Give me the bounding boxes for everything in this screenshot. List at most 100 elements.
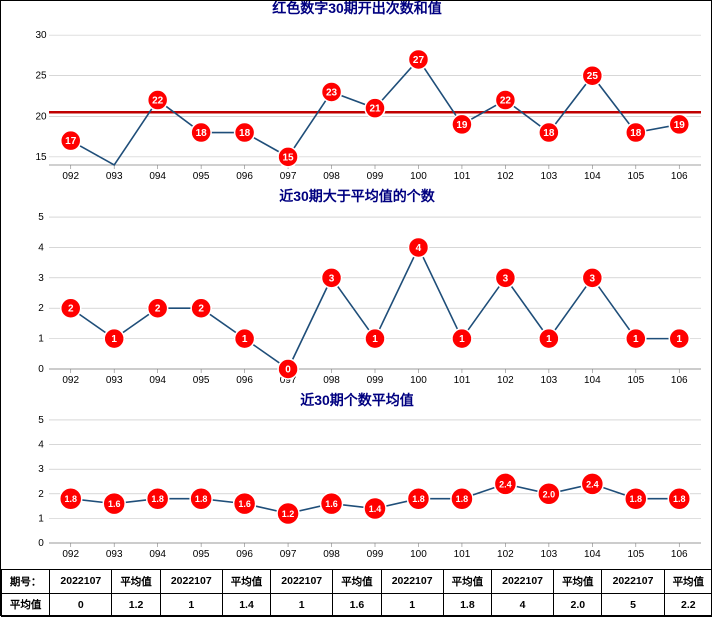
data-label: 22 [152, 96, 164, 107]
x-tick-label: 106 [671, 375, 688, 386]
y-tick-label: 1 [38, 334, 44, 345]
chart-title: 红色数字30期开出次数和值 [272, 1, 442, 16]
x-tick-label: 103 [541, 171, 558, 182]
table-cell: 5 [602, 593, 664, 617]
data-label: 25 [587, 71, 599, 82]
data-label: 1 [676, 334, 682, 345]
data-label: 1.8 [630, 494, 643, 504]
x-tick-label: 100 [410, 171, 427, 182]
data-label: 18 [196, 128, 208, 139]
x-tick-label: 101 [454, 171, 471, 182]
x-tick-label: 095 [193, 549, 210, 560]
data-label: 1.8 [673, 494, 686, 504]
data-label: 1.8 [456, 494, 469, 504]
x-tick-label: 095 [193, 171, 210, 182]
y-tick-label: 4 [38, 242, 44, 253]
table-cell: 1 [160, 593, 222, 617]
summary-table: 期号：2022107平均值2022107平均值2022107平均值2022107… [1, 569, 712, 617]
data-label: 1 [111, 334, 117, 345]
data-label: 19 [674, 120, 686, 131]
table-cell: 1 [381, 593, 443, 617]
table-cell: 1.4 [222, 593, 270, 617]
table-cell: 2022107 [492, 570, 554, 594]
y-tick-label: 30 [35, 30, 47, 41]
x-tick-label: 104 [584, 171, 601, 182]
data-label: 2 [155, 304, 161, 315]
charts-panel: 红色数字30期开出次数和值152025300920930940950960970… [1, 1, 712, 569]
x-tick-label: 093 [106, 549, 123, 560]
table-cell: 平均值 [333, 570, 381, 594]
data-label: 1.6 [108, 499, 121, 509]
data-label: 19 [456, 120, 468, 131]
data-label: 18 [543, 128, 555, 139]
x-tick-label: 095 [193, 375, 210, 386]
x-tick-label: 100 [410, 375, 427, 386]
x-tick-label: 101 [454, 549, 471, 560]
data-label: 1.8 [195, 494, 208, 504]
table-cell: 1 [271, 593, 333, 617]
data-label: 17 [65, 136, 77, 147]
x-tick-label: 098 [323, 171, 340, 182]
y-tick-label: 4 [38, 440, 44, 451]
table-cell: 2.0 [554, 593, 602, 617]
data-label: 3 [590, 273, 596, 284]
x-tick-label: 094 [149, 375, 166, 386]
data-label: 1 [633, 334, 639, 345]
data-label: 1.8 [151, 494, 164, 504]
y-tick-label: 3 [38, 464, 44, 475]
x-tick-label: 092 [62, 171, 79, 182]
x-tick-label: 096 [236, 375, 253, 386]
x-tick-label: 096 [236, 549, 253, 560]
table-cell: 平均值 [443, 570, 491, 594]
chart-title: 近30期大于平均值的个数 [279, 188, 436, 204]
table-cell: 4 [492, 593, 554, 617]
y-tick-label: 25 [35, 71, 47, 82]
y-tick-label: 2 [38, 489, 44, 500]
y-tick-label: 15 [35, 152, 47, 163]
data-label: 1.8 [64, 494, 77, 504]
x-tick-label: 106 [671, 549, 688, 560]
data-label: 2 [68, 304, 74, 315]
table-cell: 平均值 [664, 570, 712, 594]
data-label: 2.4 [586, 479, 599, 489]
y-tick-label: 1 [38, 513, 44, 524]
x-tick-label: 099 [367, 549, 384, 560]
data-label: 4 [416, 243, 422, 254]
x-tick-label: 097 [280, 171, 297, 182]
x-tick-label: 094 [149, 171, 166, 182]
row-header: 平均值 [2, 593, 50, 617]
data-label: 3 [329, 273, 335, 284]
data-label: 1.2 [282, 509, 295, 519]
table-cell: 平均值 [112, 570, 160, 594]
data-label: 22 [500, 96, 512, 107]
table-cell: 2022107 [271, 570, 333, 594]
y-tick-label: 20 [35, 111, 47, 122]
data-label: 2 [198, 304, 204, 315]
y-tick-label: 5 [38, 212, 44, 223]
x-tick-label: 093 [106, 375, 123, 386]
data-label: 21 [369, 104, 381, 115]
data-label: 23 [326, 87, 338, 98]
data-label: 15 [283, 152, 295, 163]
data-label: 3 [503, 273, 509, 284]
x-tick-label: 105 [627, 171, 644, 182]
x-tick-label: 104 [584, 549, 601, 560]
x-tick-label: 096 [236, 171, 253, 182]
x-tick-label: 098 [323, 549, 340, 560]
x-tick-label: 102 [497, 171, 514, 182]
table-cell: 平均值 [222, 570, 270, 594]
data-label: 18 [239, 128, 251, 139]
x-tick-label: 100 [410, 549, 427, 560]
data-label: 1.6 [238, 499, 251, 509]
y-tick-label: 2 [38, 303, 44, 314]
y-tick-label: 0 [38, 364, 44, 375]
x-tick-label: 103 [541, 549, 558, 560]
data-label: 1.8 [412, 494, 425, 504]
table-cell: 0 [50, 593, 112, 617]
data-label: 18 [630, 128, 642, 139]
x-tick-label: 099 [367, 375, 384, 386]
x-tick-label: 105 [627, 375, 644, 386]
x-tick-label: 103 [541, 375, 558, 386]
chart-title: 近30期个数平均值 [300, 392, 414, 408]
x-tick-label: 104 [584, 375, 601, 386]
